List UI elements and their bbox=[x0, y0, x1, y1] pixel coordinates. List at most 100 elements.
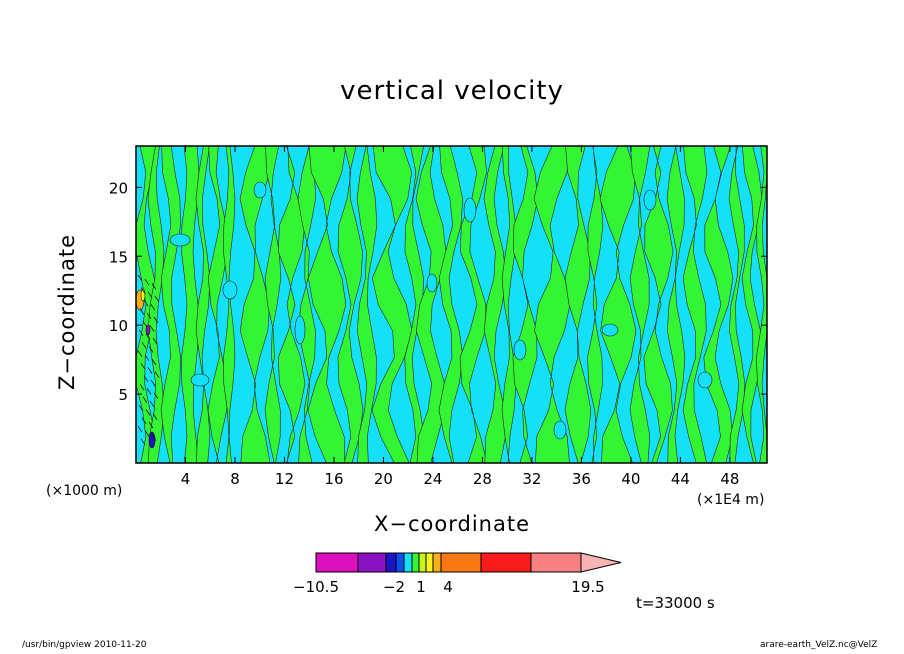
contour-line bbox=[149, 400, 155, 408]
contour-line bbox=[153, 392, 159, 399]
contour-line bbox=[148, 421, 154, 429]
y-axis-label: Z−coordinate bbox=[55, 234, 79, 390]
contour-line bbox=[147, 291, 153, 299]
contour-line bbox=[150, 304, 156, 311]
contour-island bbox=[553, 420, 567, 440]
contour-line bbox=[151, 434, 157, 441]
contour-line bbox=[143, 375, 149, 383]
contour-line bbox=[142, 320, 148, 328]
contour-line bbox=[145, 409, 151, 416]
contour-island bbox=[463, 197, 477, 223]
chart-title: vertical velocity bbox=[340, 76, 564, 106]
contour-line bbox=[140, 438, 146, 446]
colorbar-swatch bbox=[432, 552, 442, 573]
contour-line bbox=[153, 316, 159, 324]
colorbar-swatch bbox=[395, 552, 405, 573]
contour-island bbox=[426, 273, 438, 293]
x-tick-label: 24 bbox=[423, 470, 442, 488]
colorbar: −10.5 −2 1 4 19.5 bbox=[293, 552, 622, 596]
x-tick-label: 48 bbox=[720, 470, 739, 488]
y-axis: 5 10 15 20 bbox=[109, 179, 767, 404]
contour-line bbox=[140, 362, 146, 370]
colorbar-swatch bbox=[480, 552, 532, 573]
x-tick-label: 12 bbox=[275, 470, 294, 488]
colorbar-tick-label: 4 bbox=[443, 578, 453, 596]
colorbar-swatch bbox=[315, 552, 359, 573]
colorbar-swatch bbox=[357, 552, 387, 573]
contour-line bbox=[154, 295, 160, 303]
colorbar-swatch bbox=[440, 552, 482, 573]
x-tick-label: 28 bbox=[473, 470, 492, 488]
colorbar-swatch bbox=[530, 552, 582, 573]
strong-velocity-cell bbox=[148, 431, 156, 449]
colorbar-swatch bbox=[385, 552, 397, 573]
contour-island bbox=[222, 280, 238, 300]
x-tick-label: 16 bbox=[324, 470, 343, 488]
contour-line bbox=[137, 350, 143, 357]
colorbar-tick-label: −10.5 bbox=[293, 578, 339, 596]
plot-frame bbox=[135, 145, 768, 464]
colorbar-tick-label: 1 bbox=[416, 578, 426, 596]
colorbar-swatch bbox=[425, 552, 434, 573]
contour-line bbox=[151, 358, 157, 366]
contour-line bbox=[148, 346, 154, 353]
contour-line bbox=[144, 278, 150, 286]
time-label: t=33000 s bbox=[636, 594, 715, 612]
contour-line bbox=[145, 333, 151, 341]
contour-island bbox=[513, 339, 527, 361]
contour-island bbox=[253, 181, 267, 199]
colorbar-extend-arrow bbox=[580, 552, 622, 573]
contour-line bbox=[142, 396, 148, 404]
contour-line bbox=[141, 341, 147, 349]
colorbar-tick-label: 19.5 bbox=[571, 578, 604, 596]
contour-line bbox=[152, 337, 158, 345]
x-tick-label: 40 bbox=[621, 470, 640, 488]
colorbar-swatch bbox=[411, 552, 420, 573]
contour-line bbox=[146, 312, 152, 320]
colorbar-tick-label: −2 bbox=[383, 578, 405, 596]
contour-line bbox=[144, 430, 150, 437]
y-tick-label: 10 bbox=[109, 317, 128, 335]
x-tick-label: 32 bbox=[522, 470, 541, 488]
contour-island bbox=[643, 189, 657, 211]
contour-island bbox=[169, 233, 191, 247]
contour-line bbox=[151, 283, 157, 290]
x-scale-label: (×1E4 m) bbox=[697, 492, 765, 508]
strong-velocity-cell bbox=[145, 324, 151, 336]
y-tick-label: 15 bbox=[109, 248, 128, 266]
contour-island bbox=[601, 323, 619, 337]
contour-line bbox=[143, 299, 149, 307]
contour-line bbox=[138, 329, 144, 336]
contour-line bbox=[152, 413, 158, 420]
x-axis: 4 8 12 16 20 24 28 32 36 40 44 48 bbox=[181, 146, 739, 488]
contour-line bbox=[150, 379, 156, 387]
contour-island bbox=[294, 315, 306, 345]
footer-file-variable: arare-earth_VelZ.nc@VelZ bbox=[760, 640, 878, 650]
x-tick-label: 8 bbox=[230, 470, 240, 488]
contour-line bbox=[138, 404, 144, 412]
x-axis-label: X−coordinate bbox=[374, 512, 530, 536]
contour-field bbox=[135, 145, 768, 464]
contour-line bbox=[154, 371, 160, 378]
contour-line bbox=[137, 274, 143, 282]
contour-island bbox=[190, 373, 210, 387]
x-tick-label: 4 bbox=[181, 470, 191, 488]
x-unit-label: (×1000 m) bbox=[46, 483, 123, 499]
contour-line bbox=[144, 354, 150, 362]
x-tick-label: 36 bbox=[572, 470, 591, 488]
contour-line bbox=[149, 325, 155, 332]
y-tick-label: 20 bbox=[109, 179, 128, 197]
footer-program-date: /usr/bin/gpview 2010-11-20 bbox=[22, 640, 147, 650]
colorbar-swatch bbox=[403, 552, 413, 573]
x-tick-label: 44 bbox=[671, 470, 690, 488]
contour-island bbox=[697, 371, 713, 389]
contour-line bbox=[147, 367, 153, 374]
x-tick-label: 20 bbox=[374, 470, 393, 488]
contour-line bbox=[146, 388, 152, 395]
contour-line bbox=[140, 287, 146, 294]
contour-line bbox=[139, 308, 145, 315]
contour-line bbox=[139, 383, 145, 391]
contour-line bbox=[141, 417, 147, 425]
y-tick-label: 5 bbox=[118, 386, 128, 404]
